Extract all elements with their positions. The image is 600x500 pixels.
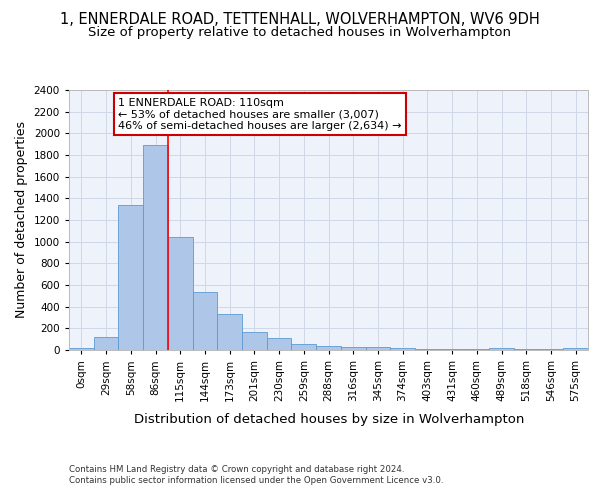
Text: Contains public sector information licensed under the Open Government Licence v3: Contains public sector information licen…	[69, 476, 443, 485]
Text: 1, ENNERDALE ROAD, TETTENHALL, WOLVERHAMPTON, WV6 9DH: 1, ENNERDALE ROAD, TETTENHALL, WOLVERHAM…	[60, 12, 540, 28]
Bar	[316, 346, 341, 350]
Bar	[292, 344, 316, 350]
Bar	[69, 348, 94, 350]
Bar	[217, 314, 242, 350]
Bar	[390, 348, 415, 350]
Bar	[267, 338, 292, 350]
Text: Size of property relative to detached houses in Wolverhampton: Size of property relative to detached ho…	[89, 26, 511, 39]
Bar	[489, 348, 514, 350]
Bar	[563, 348, 588, 350]
Bar	[143, 145, 168, 350]
Bar	[94, 337, 118, 350]
Y-axis label: Number of detached properties: Number of detached properties	[15, 122, 28, 318]
Text: Distribution of detached houses by size in Wolverhampton: Distribution of detached houses by size …	[134, 412, 524, 426]
Bar	[118, 205, 143, 350]
Text: 1 ENNERDALE ROAD: 110sqm
← 53% of detached houses are smaller (3,007)
46% of sem: 1 ENNERDALE ROAD: 110sqm ← 53% of detach…	[118, 98, 402, 131]
Bar	[193, 292, 217, 350]
Bar	[341, 347, 365, 350]
Bar	[168, 237, 193, 350]
Text: Contains HM Land Registry data © Crown copyright and database right 2024.: Contains HM Land Registry data © Crown c…	[69, 465, 404, 474]
Bar	[365, 347, 390, 350]
Bar	[242, 332, 267, 350]
